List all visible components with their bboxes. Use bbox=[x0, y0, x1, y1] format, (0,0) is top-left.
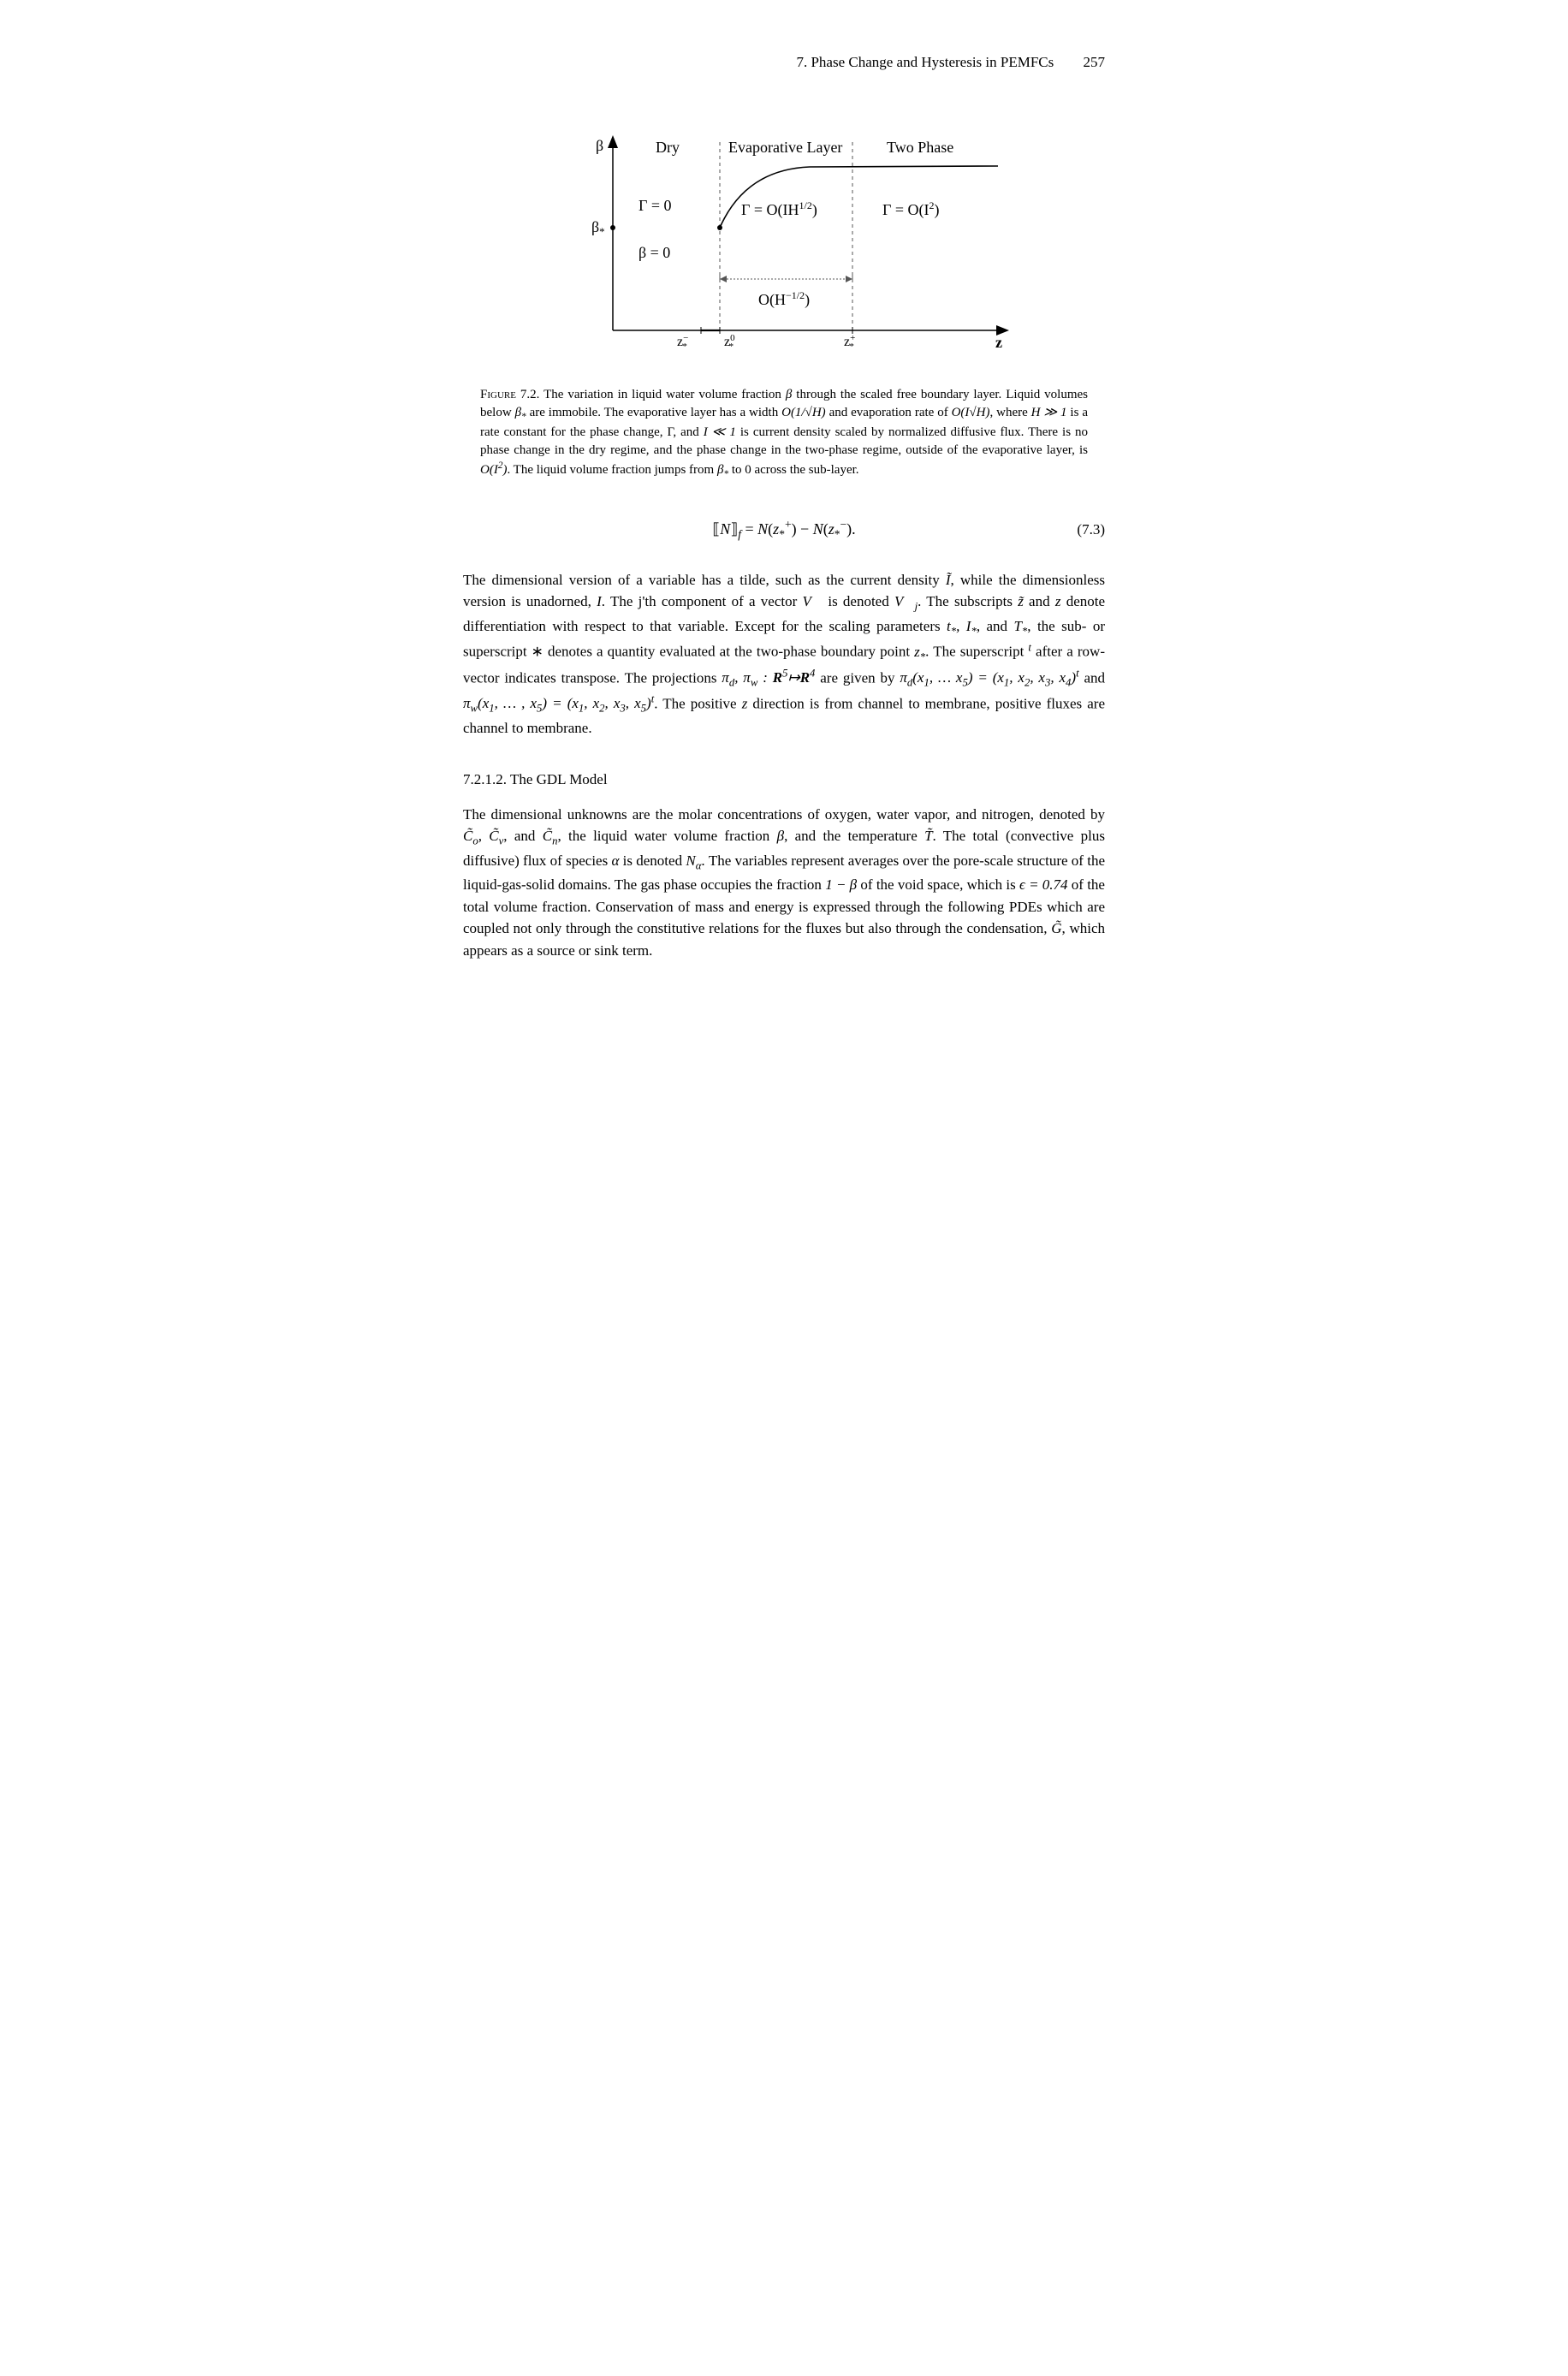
p1-t1: The dimensional version of a variable ha… bbox=[463, 572, 946, 588]
p2-v3: β bbox=[777, 828, 784, 844]
p1-v4: V⃗j bbox=[894, 593, 918, 609]
p1-t14: . The positive bbox=[654, 695, 741, 711]
bracket-arrow-left bbox=[720, 276, 727, 282]
region-evaporative: Evaporative Layer bbox=[728, 139, 842, 156]
page-header: 7. Phase Change and Hysteresis in PEMFCs… bbox=[463, 51, 1105, 74]
p2-t1: The dimensional unknowns are the molar c… bbox=[463, 806, 1105, 823]
section-heading: 7.2.1.2. The GDL Model bbox=[463, 769, 1105, 791]
y-tick-beta-star: β* bbox=[591, 218, 605, 238]
beta-curve bbox=[720, 166, 998, 228]
p2-v8: ϵ = 0.74 bbox=[1019, 876, 1068, 893]
p2-t3: , the liquid water volume fraction bbox=[557, 828, 776, 844]
x-axis-label: z bbox=[995, 334, 1002, 351]
p1-t12: are given by bbox=[815, 669, 900, 686]
p2-v7: 1 − β bbox=[825, 876, 857, 893]
width-label: O(H−1/2) bbox=[758, 289, 810, 309]
equation-7-3: ⟦N⟧f = N(z*+) − N(z*−). (7.3) bbox=[463, 516, 1105, 544]
cap-rate: O(I√H) bbox=[952, 406, 990, 419]
p1-eq2: πw(x1, … , x5) = (x1, x2, x3, x5)t bbox=[463, 695, 654, 711]
cap-width: O(1/√H) bbox=[781, 406, 826, 419]
p1-t10: . The superscript bbox=[925, 644, 1028, 660]
p1-t3: . The j'th component of a vector bbox=[602, 593, 803, 609]
equation-number: (7.3) bbox=[1077, 519, 1105, 541]
page-number: 257 bbox=[1084, 54, 1106, 70]
cap-t5: , where bbox=[989, 406, 1030, 419]
p1-t13: and bbox=[1079, 669, 1105, 686]
cap-h-cond: H ≫ 1 bbox=[1031, 406, 1067, 419]
gamma-zero: Γ = 0 bbox=[638, 197, 672, 214]
chapter-title: 7. Phase Change and Hysteresis in PEMFCs bbox=[796, 54, 1054, 70]
x-tick-z-plus: z+* bbox=[844, 333, 855, 352]
paragraph-2: The dimensional unknowns are the molar c… bbox=[463, 804, 1105, 962]
p1-t6: and bbox=[1024, 593, 1055, 609]
p2-t8: of the void space, which is bbox=[857, 876, 1019, 893]
y-axis-label: β bbox=[596, 137, 603, 154]
cap-t9: to 0 across the sub-layer. bbox=[728, 463, 858, 477]
beta-star-tick bbox=[610, 225, 615, 230]
p2-v4: T̃ bbox=[924, 828, 932, 844]
figure-diagram: β β* z Dry Evaporative Layer Two Phase Γ… bbox=[544, 108, 1024, 365]
paragraph-1: The dimensional version of a variable ha… bbox=[463, 569, 1105, 740]
p1-v3: V⃗ bbox=[803, 593, 823, 609]
cap-order: O(I2) bbox=[480, 463, 507, 477]
region-two-phase: Two Phase bbox=[887, 139, 953, 156]
figure-caption: Figure 7.2. The variation in liquid wate… bbox=[480, 386, 1088, 483]
p2-t2: , and bbox=[503, 828, 542, 844]
cap-t3: are immobile. The evaporative layer has … bbox=[526, 406, 781, 419]
p1-t5: . The subscripts bbox=[918, 593, 1018, 609]
cap-from: β* bbox=[717, 463, 728, 477]
figure-7-2: β β* z Dry Evaporative Layer Two Phase Γ… bbox=[463, 108, 1105, 483]
cap-beta-star: β* bbox=[515, 406, 526, 419]
p1-v5: z̃ bbox=[1018, 593, 1024, 609]
p2-v6: Nα bbox=[686, 852, 701, 869]
p1-eq1: πd(x1, … x5) = (x1, x2, x3, x4)t bbox=[900, 669, 1078, 686]
equation-expr: ⟦N⟧f = N(z*+) − N(z*−). bbox=[712, 516, 855, 544]
p2-v1: C̃o, C̃v bbox=[463, 828, 503, 844]
p1-t4: is denoted bbox=[823, 593, 894, 609]
p2-t4: , and the temperature bbox=[784, 828, 924, 844]
bracket-arrow-right bbox=[846, 276, 852, 282]
x-tick-z-minus: z−* bbox=[677, 333, 688, 352]
cap-t1: The variation in liquid water volume fra… bbox=[543, 388, 786, 401]
x-tick-z-zero: z0* bbox=[724, 333, 735, 352]
beta-zero: β = 0 bbox=[638, 244, 670, 261]
section-number: 7.2.1.2. bbox=[463, 771, 507, 787]
gamma-evap: Γ = O(IH1/2) bbox=[741, 199, 817, 219]
p1-v7: t*, I* bbox=[947, 618, 977, 634]
section-title: The GDL Model bbox=[510, 771, 608, 787]
cap-t8: . The liquid volume fraction jumps from bbox=[507, 463, 717, 477]
cap-t4: and evaporation rate of bbox=[826, 406, 952, 419]
figure-label: Figure 7.2. bbox=[480, 388, 539, 401]
gamma-two-phase: Γ = O(I2) bbox=[882, 199, 940, 219]
cap-i-cond: I ≪ 1 bbox=[704, 425, 736, 439]
p2-t6: is denoted bbox=[619, 852, 686, 869]
p2-v9: G̃ bbox=[1051, 920, 1061, 936]
p2-v2: C̃n bbox=[543, 828, 558, 844]
p1-v9: z* bbox=[914, 644, 925, 660]
region-dry: Dry bbox=[656, 139, 680, 156]
p1-t8: , and bbox=[977, 618, 1014, 634]
p1-proj1: πd, πw : R5↦R4 bbox=[722, 669, 815, 686]
p1-v8: T* bbox=[1013, 618, 1027, 634]
